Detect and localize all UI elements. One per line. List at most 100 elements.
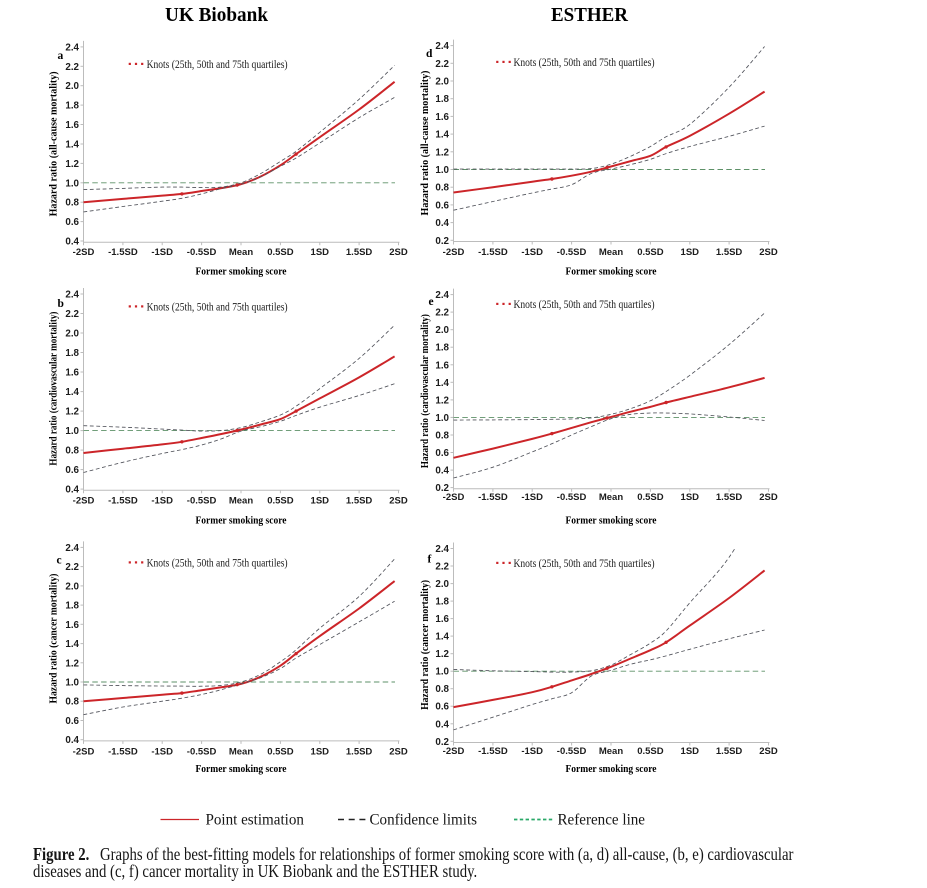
svg-text:0.6: 0.6 (65, 217, 79, 228)
svg-text:Knots (25th, 50th and 75th qua: Knots (25th, 50th and 75th quartiles) (514, 297, 655, 311)
svg-text:1.4: 1.4 (435, 130, 449, 141)
svg-text:1.0: 1.0 (65, 426, 79, 437)
svg-text:-0.5SD: -0.5SD (187, 746, 217, 757)
svg-text:Knots (25th, 50th and 75th qua: Knots (25th, 50th and 75th quartiles) (147, 556, 288, 570)
svg-text:-0.5SD: -0.5SD (557, 247, 587, 258)
svg-text:2SD: 2SD (759, 746, 778, 757)
svg-text:0.8: 0.8 (65, 697, 79, 708)
svg-text:0.5SD: 0.5SD (637, 247, 664, 258)
svg-text:Former smoking score: Former smoking score (196, 514, 287, 526)
svg-text:Former smoking score: Former smoking score (566, 266, 657, 278)
svg-text:-2SD: -2SD (73, 746, 95, 757)
svg-text:-1.5SD: -1.5SD (478, 746, 508, 757)
svg-text:0.5SD: 0.5SD (637, 492, 664, 503)
svg-text:2SD: 2SD (389, 495, 408, 506)
svg-text:1.6: 1.6 (65, 620, 79, 631)
svg-text:1.0: 1.0 (65, 678, 79, 689)
svg-text:1.2: 1.2 (65, 658, 79, 669)
svg-text:1SD: 1SD (311, 247, 330, 258)
svg-text:Former smoking score: Former smoking score (566, 763, 657, 775)
svg-text:0.4: 0.4 (435, 466, 449, 477)
svg-text:0.5SD: 0.5SD (267, 247, 294, 258)
svg-text:Hazard ratio (cancer mortality: Hazard ratio (cancer mortality) (419, 580, 431, 710)
svg-text:1.0: 1.0 (65, 178, 79, 189)
svg-text:2.4: 2.4 (435, 290, 449, 301)
svg-text:1.5SD: 1.5SD (716, 746, 743, 757)
svg-text:1.6: 1.6 (65, 368, 79, 379)
svg-text:0.4: 0.4 (65, 735, 79, 746)
svg-text:1.0: 1.0 (435, 165, 449, 176)
svg-text:-2SD: -2SD (73, 495, 95, 506)
svg-text:Mean: Mean (229, 746, 253, 757)
svg-text:-1.5SD: -1.5SD (108, 247, 138, 258)
svg-text:d: d (426, 48, 433, 60)
svg-text:1SD: 1SD (311, 746, 330, 757)
svg-text:2.2: 2.2 (435, 59, 449, 70)
svg-text:-1.5SD: -1.5SD (478, 492, 508, 503)
svg-text:2.2: 2.2 (65, 309, 79, 320)
svg-text:2SD: 2SD (389, 247, 408, 258)
svg-text:-1SD: -1SD (151, 495, 173, 506)
svg-text:0.6: 0.6 (435, 448, 449, 459)
svg-text:0.5SD: 0.5SD (637, 746, 664, 757)
svg-text:Hazard ratio (all-cause mortal: Hazard ratio (all-cause mortality) (48, 71, 60, 216)
svg-text:0.4: 0.4 (65, 485, 79, 496)
svg-text:1.8: 1.8 (435, 597, 449, 608)
svg-text:2.0: 2.0 (65, 581, 79, 592)
svg-text:-0.5SD: -0.5SD (557, 492, 587, 503)
svg-text:1SD: 1SD (681, 247, 700, 258)
svg-text:1.0: 1.0 (435, 667, 449, 678)
svg-text:Reference line: Reference line (558, 812, 646, 829)
svg-text:0.2: 0.2 (435, 737, 449, 748)
svg-text:2.0: 2.0 (65, 81, 79, 92)
svg-text:-2SD: -2SD (443, 492, 465, 503)
svg-text:Former smoking score: Former smoking score (566, 514, 657, 526)
svg-text:-1SD: -1SD (521, 247, 543, 258)
svg-text:Mean: Mean (229, 495, 253, 506)
svg-text:-0.5SD: -0.5SD (187, 495, 217, 506)
svg-text:Knots (25th, 50th and 75th qua: Knots (25th, 50th and 75th quartiles) (147, 57, 288, 71)
svg-text:c: c (57, 555, 62, 567)
svg-text:2.0: 2.0 (65, 329, 79, 340)
svg-text:-1.5SD: -1.5SD (108, 495, 138, 506)
svg-text:Former smoking score: Former smoking score (196, 266, 287, 278)
svg-text:1.2: 1.2 (435, 649, 449, 660)
svg-text:1.6: 1.6 (435, 614, 449, 625)
svg-text:-0.5SD: -0.5SD (187, 247, 217, 258)
svg-text:1.0: 1.0 (435, 413, 449, 424)
svg-text:1.4: 1.4 (65, 387, 79, 398)
svg-text:1.5SD: 1.5SD (346, 746, 373, 757)
svg-text:-2SD: -2SD (73, 247, 95, 258)
svg-text:2.4: 2.4 (65, 290, 79, 301)
svg-text:1SD: 1SD (311, 495, 330, 506)
svg-text:Mean: Mean (229, 247, 253, 258)
svg-text:1.5SD: 1.5SD (346, 247, 373, 258)
svg-text:Mean: Mean (599, 746, 623, 757)
svg-text:2.4: 2.4 (65, 543, 79, 554)
svg-text:Knots (25th, 50th and 75th qua: Knots (25th, 50th and 75th quartiles) (514, 55, 655, 69)
svg-text:2.2: 2.2 (65, 562, 79, 573)
svg-text:1.4: 1.4 (65, 140, 79, 151)
svg-text:ESTHER: ESTHER (551, 4, 628, 26)
svg-text:0.2: 0.2 (435, 236, 449, 247)
svg-text:1.6: 1.6 (435, 112, 449, 123)
svg-text:-1SD: -1SD (151, 746, 173, 757)
svg-text:0.8: 0.8 (435, 431, 449, 442)
svg-text:0.6: 0.6 (65, 716, 79, 727)
svg-text:Hazard ratio (cardiovascular m: Hazard ratio (cardiovascular mortality) (419, 314, 431, 468)
svg-text:1.5SD: 1.5SD (716, 492, 743, 503)
svg-text:b: b (58, 298, 64, 310)
svg-text:0.6: 0.6 (435, 702, 449, 713)
svg-text:2.4: 2.4 (435, 41, 449, 52)
svg-text:2.2: 2.2 (435, 308, 449, 319)
svg-text:1.8: 1.8 (65, 101, 79, 112)
svg-text:1.2: 1.2 (435, 147, 449, 158)
svg-text:Knots (25th, 50th and 75th qua: Knots (25th, 50th and 75th quartiles) (514, 556, 655, 570)
svg-text:1.8: 1.8 (435, 343, 449, 354)
svg-text:2.2: 2.2 (65, 62, 79, 73)
svg-text:Hazard ratio (all-cause mortal: Hazard ratio (all-cause mortality) (419, 70, 431, 215)
svg-text:2.4: 2.4 (65, 42, 79, 53)
svg-text:2.2: 2.2 (435, 562, 449, 573)
svg-text:1.2: 1.2 (435, 395, 449, 406)
svg-text:1.4: 1.4 (435, 632, 449, 643)
